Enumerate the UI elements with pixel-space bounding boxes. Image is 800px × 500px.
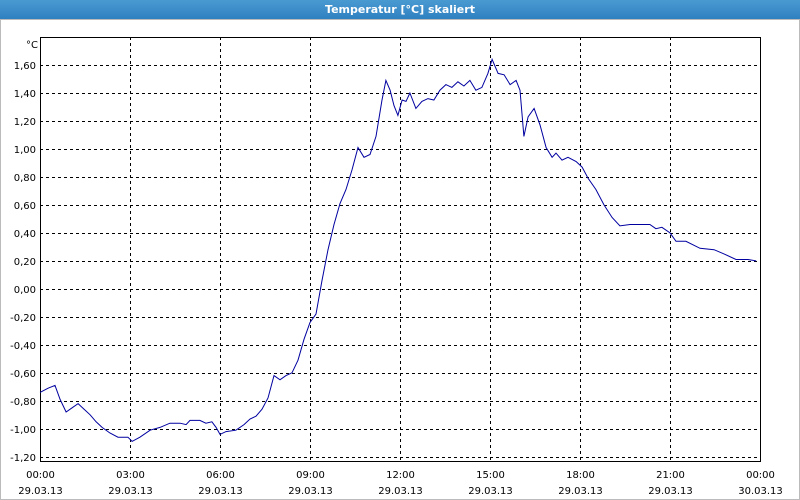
x-tick-date: 29.03.13 xyxy=(378,486,423,497)
x-tick-date: 29.03.13 xyxy=(18,486,63,497)
x-tick-label: 18:00 xyxy=(566,470,595,481)
y-tick-label: 1,40 xyxy=(14,89,36,100)
x-tick-label: 21:00 xyxy=(656,470,685,481)
x-tick-label: 00:00 xyxy=(26,470,55,481)
x-tick-date: 29.03.13 xyxy=(288,486,333,497)
y-tick-label: -0,80 xyxy=(10,397,36,408)
plot-frame xyxy=(40,37,761,462)
y-tick-label: 0,20 xyxy=(14,257,36,268)
unit-label: °C xyxy=(26,40,38,51)
x-tick-date: 30.03.13 xyxy=(738,486,783,497)
x-tick-label: 00:00 xyxy=(746,470,775,481)
x-tick-date: 29.03.13 xyxy=(468,486,513,497)
x-tick-date: 29.03.13 xyxy=(558,486,603,497)
y-tick-label: 0,40 xyxy=(14,229,36,240)
x-tick-date: 29.03.13 xyxy=(198,486,243,497)
x-tick-date: 29.03.13 xyxy=(648,486,693,497)
data-line xyxy=(39,57,757,443)
y-tick-label: 1,20 xyxy=(14,117,36,128)
y-tick-label: -1,00 xyxy=(10,425,36,436)
y-tick-label: -1,20 xyxy=(10,453,36,464)
y-tick-label: 0,60 xyxy=(14,201,36,212)
y-tick-label: -0,20 xyxy=(10,313,36,324)
y-tick-label: -0,40 xyxy=(10,341,36,352)
y-tick-label: 1,60 xyxy=(14,61,36,72)
x-tick-date: 29.03.13 xyxy=(108,486,153,497)
y-tick-label: 0,80 xyxy=(14,173,36,184)
x-tick-label: 15:00 xyxy=(476,470,505,481)
x-tick-label: 12:00 xyxy=(386,470,415,481)
x-tick-label: 06:00 xyxy=(206,470,235,481)
y-tick-label: 1,00 xyxy=(14,145,36,156)
y-tick-label: -0,60 xyxy=(10,369,36,380)
y-tick-label: 0,00 xyxy=(14,285,36,296)
x-tick-label: 03:00 xyxy=(116,470,145,481)
title-bar: Temperatur [°C] skaliert xyxy=(0,0,800,19)
x-tick-label: 09:00 xyxy=(296,470,325,481)
